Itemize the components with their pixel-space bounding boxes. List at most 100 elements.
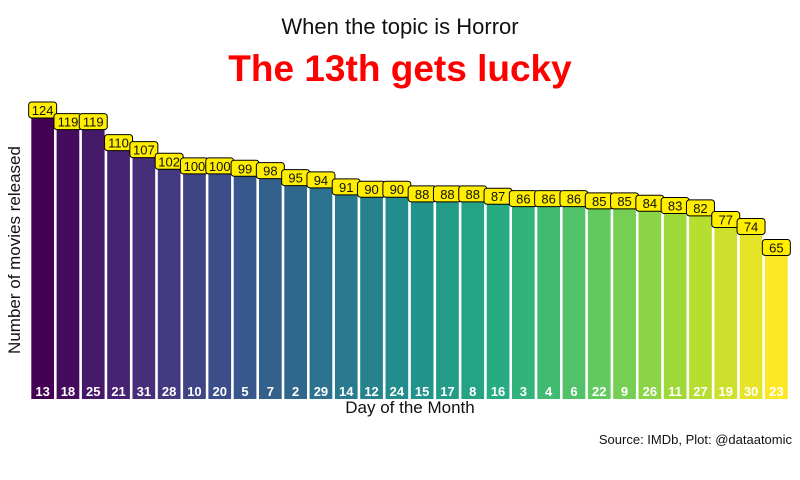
value-label: 124 xyxy=(32,103,54,118)
tick-label-day: 17 xyxy=(440,384,454,399)
bar-day-30 xyxy=(739,226,763,399)
tick-label-day: 26 xyxy=(643,384,657,399)
value-label: 83 xyxy=(668,199,682,214)
bar-day-20 xyxy=(208,165,232,399)
x-axis-label: Day of the Month xyxy=(345,398,475,417)
value-label: 77 xyxy=(719,213,733,228)
tick-label-day: 8 xyxy=(469,384,476,399)
bar-day-24 xyxy=(385,189,409,399)
tick-label-day: 24 xyxy=(390,384,405,399)
value-label: 85 xyxy=(592,194,606,209)
tick-label-day: 12 xyxy=(364,384,378,399)
y-axis-label: Number of movies released xyxy=(5,146,24,354)
value-label-box xyxy=(28,101,58,119)
bar-day-13 xyxy=(31,110,54,399)
value-label: 91 xyxy=(339,180,353,195)
tick-label-day: 6 xyxy=(570,384,577,399)
value-label: 94 xyxy=(314,173,328,188)
bar-day-3 xyxy=(512,198,535,399)
bar-day-31 xyxy=(132,149,156,399)
value-label: 86 xyxy=(567,192,581,207)
value-label-box xyxy=(736,218,766,236)
bar-day-10 xyxy=(183,165,206,399)
value-label: 82 xyxy=(693,201,707,216)
bar-day-28 xyxy=(157,161,181,399)
tick-label-day: 27 xyxy=(693,384,707,399)
tick-label-day: 5 xyxy=(241,384,248,399)
tick-label-day: 25 xyxy=(86,384,100,399)
tick-label-day: 30 xyxy=(744,384,758,399)
bar-day-18 xyxy=(56,121,80,399)
bar-day-9 xyxy=(613,200,636,399)
value-label: 110 xyxy=(108,136,129,151)
value-label-box xyxy=(685,199,715,217)
tick-label-day: 29 xyxy=(314,384,328,399)
bar-day-15 xyxy=(410,193,434,399)
bar-day-8 xyxy=(461,193,485,399)
tick-label-day: 9 xyxy=(621,384,628,399)
bar-day-5 xyxy=(233,168,257,399)
tick-label-day: 10 xyxy=(187,384,201,399)
tick-label-day: 15 xyxy=(415,384,429,399)
value-label: 102 xyxy=(158,154,180,169)
value-label: 88 xyxy=(440,187,454,202)
bar-day-11 xyxy=(663,205,687,399)
bar-day-16 xyxy=(486,196,510,399)
value-label: 119 xyxy=(58,115,79,130)
bar-day-19 xyxy=(714,219,738,399)
value-label: 65 xyxy=(769,241,783,256)
bar-day-22 xyxy=(587,200,611,399)
tick-label-day: 19 xyxy=(719,384,733,399)
bar-day-6 xyxy=(562,198,586,399)
tick-label-day: 16 xyxy=(491,384,505,399)
value-label: 95 xyxy=(288,171,302,186)
tick-label-day: 18 xyxy=(61,384,75,399)
bar-day-4 xyxy=(537,198,560,399)
value-label: 99 xyxy=(238,161,252,176)
value-label: 88 xyxy=(415,187,429,202)
bar-day-17 xyxy=(436,193,459,399)
bar-day-7 xyxy=(259,170,282,399)
value-label: 90 xyxy=(390,182,404,197)
value-label: 100 xyxy=(209,159,231,174)
tick-label-day: 22 xyxy=(592,384,606,399)
value-label-box xyxy=(129,141,159,159)
bar-day-12 xyxy=(360,189,383,399)
tick-label-day: 21 xyxy=(111,384,125,399)
tick-label-day: 31 xyxy=(137,384,151,399)
value-label: 74 xyxy=(744,220,758,235)
value-label-box xyxy=(78,113,108,131)
bar-day-29 xyxy=(309,179,333,399)
value-label: 119 xyxy=(83,115,104,130)
tick-label-day: 28 xyxy=(162,384,176,399)
tick-label-day: 11 xyxy=(668,384,682,399)
value-label: 88 xyxy=(466,187,480,202)
value-label: 90 xyxy=(364,182,378,197)
value-label: 98 xyxy=(263,164,277,179)
value-label: 87 xyxy=(491,189,505,204)
tick-label-day: 2 xyxy=(292,384,299,399)
bar-day-14 xyxy=(334,186,358,399)
tick-label-day: 20 xyxy=(213,384,227,399)
chart-subtitle: When the topic is Horror xyxy=(281,14,519,39)
bar-day-21 xyxy=(107,142,130,399)
bar-day-23 xyxy=(765,247,788,399)
chart-title: The 13th gets lucky xyxy=(228,48,572,89)
tick-label-day: 23 xyxy=(769,384,783,399)
tick-label-day: 13 xyxy=(35,384,49,399)
bar-day-2 xyxy=(284,177,307,399)
bar-day-25 xyxy=(81,121,105,399)
bar-day-27 xyxy=(689,207,712,399)
value-label: 84 xyxy=(643,196,657,211)
value-label: 85 xyxy=(617,194,631,209)
tick-label-day: 7 xyxy=(267,384,274,399)
value-label: 100 xyxy=(184,159,206,174)
bar-day-26 xyxy=(638,203,662,399)
tick-label-day: 4 xyxy=(545,384,553,399)
chart-caption: Source: IMDb, Plot: @dataatomic xyxy=(598,432,792,447)
value-label-box xyxy=(761,239,791,257)
tick-label-day: 14 xyxy=(339,384,354,399)
value-label: 107 xyxy=(133,143,155,158)
value-label: 86 xyxy=(541,192,555,207)
